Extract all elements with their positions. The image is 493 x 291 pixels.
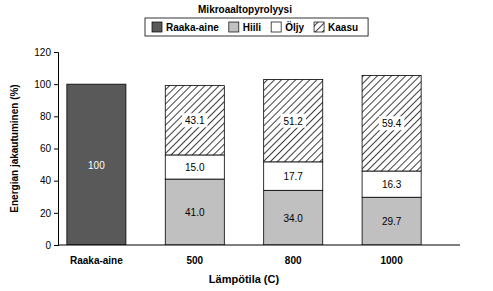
legend: Raaka-aine Hiili Öljy Kaasu — [145, 18, 368, 36]
data-label: 17.7 — [283, 171, 303, 182]
y-tick: 20 — [40, 208, 58, 219]
y-tick-mark — [54, 84, 58, 85]
y-tick-mark — [54, 181, 58, 182]
y-tick-label: 80 — [40, 111, 52, 122]
x-axis-title: Lämpötila (C) — [209, 273, 280, 285]
y-tick-label: 20 — [40, 208, 52, 219]
bar-segment — [165, 155, 224, 179]
legend-swatch — [271, 22, 281, 32]
y-tick: 0 — [45, 240, 58, 251]
y-tick-label: 100 — [34, 79, 51, 90]
y-tick: 60 — [40, 143, 58, 154]
y-tick-label: 40 — [40, 175, 52, 186]
bar-segment — [165, 179, 224, 245]
bar-segment — [264, 162, 323, 190]
y-tick-mark — [54, 149, 58, 150]
data-label: 51.2 — [283, 116, 303, 127]
legend-box — [145, 18, 368, 36]
y-tick: 80 — [40, 111, 58, 122]
data-label: 34.0 — [283, 213, 303, 224]
data-label: 100 — [88, 160, 105, 171]
bar-segment — [362, 75, 421, 171]
data-label: 59.4 — [382, 118, 402, 129]
y-tick: 120 — [34, 47, 58, 58]
legend-label: Hiili — [243, 22, 262, 33]
data-label: 15.0 — [185, 162, 205, 173]
data-label-background — [280, 114, 305, 128]
y-tick: 40 — [40, 175, 58, 186]
data-label: 41.0 — [185, 207, 205, 218]
x-tick-label: 1000 — [380, 255, 403, 266]
x-tick: 800 — [285, 245, 302, 266]
x-tick-label: 500 — [186, 255, 203, 266]
legend-label: Öljy — [285, 21, 304, 33]
data-labels: 100 41.0 15.0 43.1 34.0 17.7 51.2 29.7 16.3 59.4 — [88, 113, 404, 227]
legend-label: Kaasu — [328, 22, 358, 33]
y-tick-label: 60 — [40, 143, 52, 154]
legend-swatch — [229, 22, 239, 32]
bar-segment — [165, 86, 224, 155]
x-tick: Raaka-aine — [70, 245, 123, 266]
bars — [67, 75, 421, 245]
bar-segment — [264, 190, 323, 245]
x-axis: Raaka-aine 500 800 1000 — [58, 245, 460, 266]
x-tick: 500 — [186, 245, 203, 266]
bar-segment — [362, 197, 421, 245]
bar-segment — [67, 84, 126, 245]
bar-segment — [264, 80, 323, 162]
legend-swatch — [152, 22, 162, 32]
legend-swatch — [314, 22, 324, 32]
x-tick: 1000 — [380, 245, 403, 266]
bar-segment — [362, 171, 421, 197]
data-label-background — [379, 116, 404, 130]
x-tick-label: 800 — [285, 255, 302, 266]
x-axis-line — [58, 245, 460, 246]
x-tick-label: Raaka-aine — [70, 255, 123, 266]
title: Mikroaaltopyrolyysi — [198, 4, 292, 15]
chart: Mikroaaltopyrolyysi Raaka-aine Hiili Öljy Ka… — [0, 0, 493, 291]
y-axis: 0 20 40 60 80 100 120 — [34, 47, 58, 251]
y-axis-title: Energian jakautuminen (%) — [9, 84, 20, 212]
data-label: 29.7 — [382, 216, 402, 227]
y-tick-mark — [54, 245, 58, 246]
data-label: 43.1 — [185, 115, 205, 126]
legend-label: Raaka-aine — [166, 22, 219, 33]
y-tick: 100 — [34, 79, 58, 90]
y-tick-label: 120 — [34, 47, 51, 58]
y-axis-line — [54, 53, 59, 246]
data-label: 16.3 — [382, 179, 402, 190]
data-label-background — [182, 113, 207, 127]
y-tick-mark — [54, 52, 58, 53]
y-tick-label: 0 — [45, 240, 51, 251]
y-tick-mark — [54, 116, 58, 117]
y-tick-mark — [54, 213, 58, 214]
